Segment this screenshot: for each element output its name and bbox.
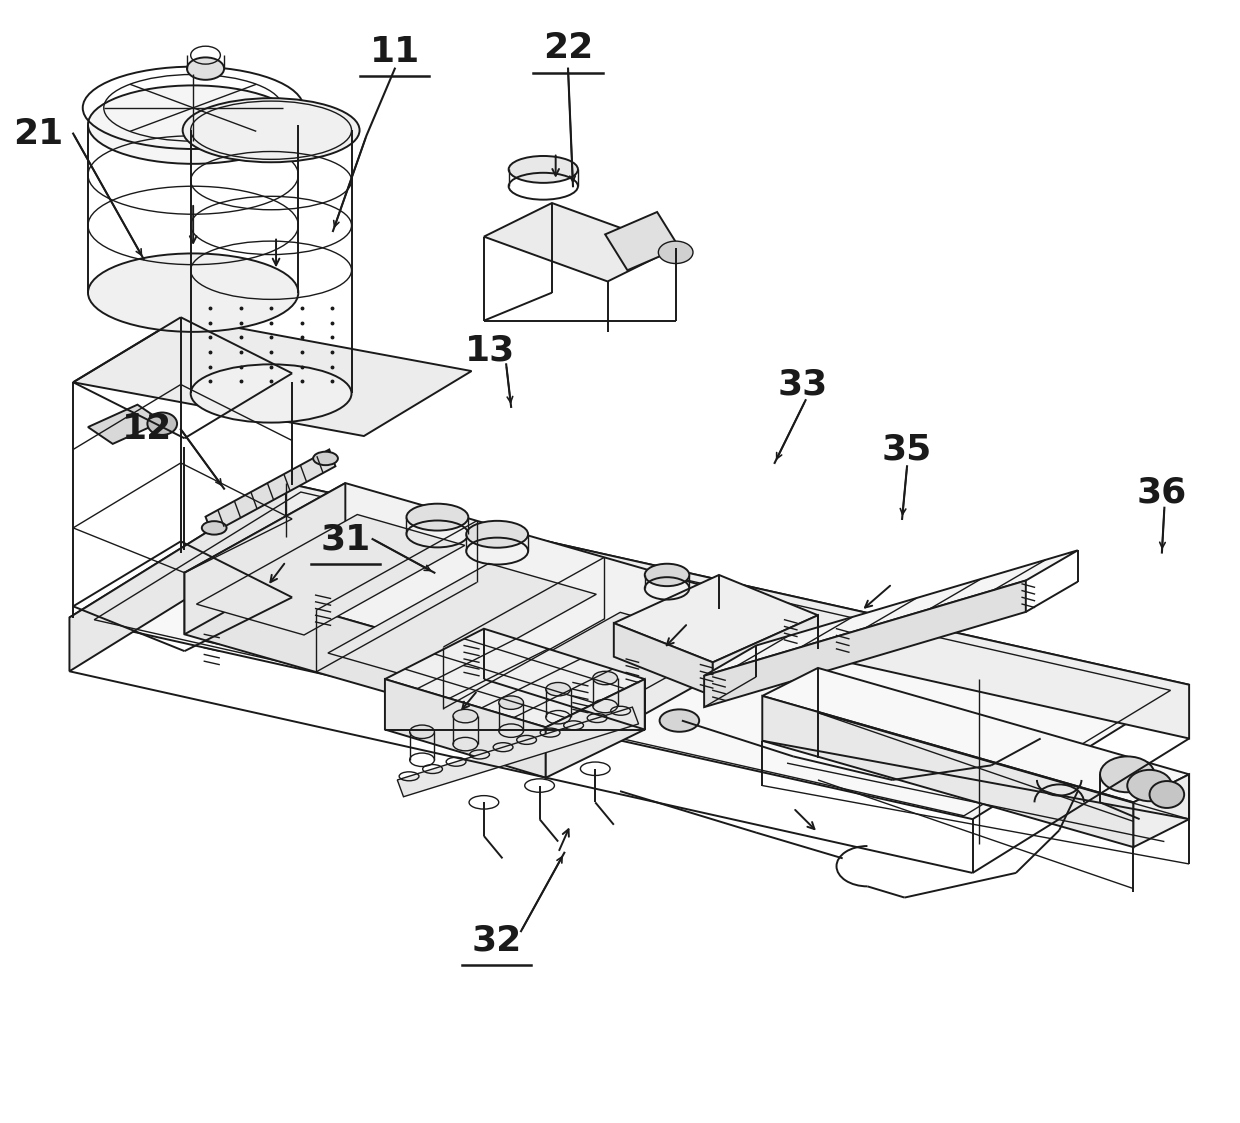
Polygon shape	[614, 623, 713, 696]
Polygon shape	[484, 203, 676, 282]
Ellipse shape	[498, 696, 523, 710]
Polygon shape	[384, 679, 546, 778]
Ellipse shape	[1100, 757, 1154, 792]
Text: 36: 36	[1137, 475, 1187, 509]
Ellipse shape	[466, 521, 528, 548]
Ellipse shape	[202, 521, 227, 535]
Polygon shape	[73, 318, 471, 436]
Polygon shape	[397, 707, 639, 796]
Ellipse shape	[314, 451, 339, 465]
Ellipse shape	[407, 504, 469, 530]
Polygon shape	[185, 573, 583, 749]
Ellipse shape	[645, 564, 689, 586]
Ellipse shape	[546, 683, 570, 696]
Polygon shape	[704, 581, 1025, 707]
Text: 22: 22	[543, 31, 593, 65]
Ellipse shape	[88, 85, 299, 164]
Polygon shape	[384, 629, 645, 728]
Polygon shape	[546, 679, 645, 778]
Polygon shape	[206, 449, 336, 533]
Polygon shape	[713, 615, 818, 696]
Ellipse shape	[187, 57, 224, 80]
Ellipse shape	[191, 364, 351, 422]
Polygon shape	[69, 483, 1189, 819]
Polygon shape	[614, 575, 818, 663]
Ellipse shape	[660, 710, 699, 732]
Ellipse shape	[1127, 770, 1172, 801]
Ellipse shape	[409, 725, 434, 739]
Text: 32: 32	[471, 923, 521, 957]
Polygon shape	[88, 404, 162, 444]
Ellipse shape	[508, 156, 578, 183]
Polygon shape	[605, 212, 680, 271]
Text: 21: 21	[14, 117, 63, 150]
Text: 33: 33	[777, 367, 828, 402]
Text: 11: 11	[370, 35, 420, 69]
Text: 31: 31	[320, 522, 371, 556]
Ellipse shape	[148, 412, 177, 435]
Polygon shape	[704, 550, 1078, 676]
Polygon shape	[185, 483, 744, 687]
Text: 13: 13	[465, 334, 515, 368]
Polygon shape	[1133, 775, 1189, 847]
Ellipse shape	[88, 254, 299, 332]
Polygon shape	[185, 483, 345, 634]
Polygon shape	[196, 514, 465, 634]
Text: 35: 35	[882, 432, 932, 466]
Polygon shape	[286, 483, 1189, 739]
Polygon shape	[327, 564, 596, 684]
Polygon shape	[459, 612, 728, 733]
Ellipse shape	[593, 672, 618, 685]
Polygon shape	[763, 696, 1133, 847]
Ellipse shape	[453, 710, 477, 723]
Ellipse shape	[182, 98, 360, 162]
Polygon shape	[69, 483, 286, 672]
Ellipse shape	[658, 241, 693, 264]
Text: 12: 12	[123, 412, 172, 446]
Polygon shape	[583, 597, 744, 749]
Ellipse shape	[1149, 782, 1184, 807]
Polygon shape	[763, 668, 1189, 802]
